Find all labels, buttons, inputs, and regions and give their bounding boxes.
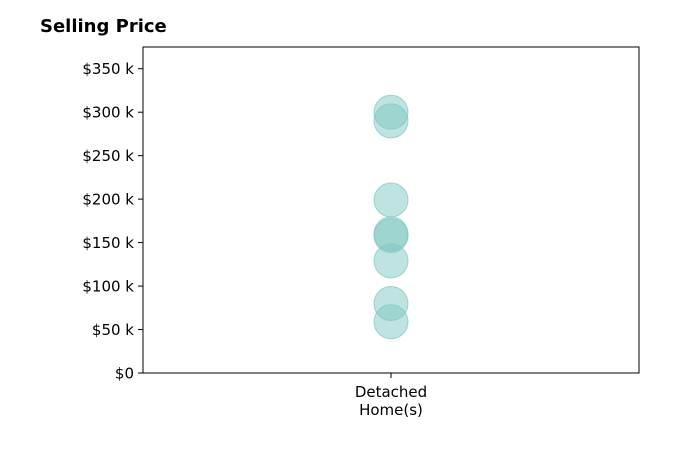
y-tick-label: $200 k <box>82 191 134 209</box>
chart-title: Selling Price <box>40 16 167 37</box>
data-point <box>373 304 409 340</box>
y-tick-label: $150 k <box>82 234 134 252</box>
y-tick-label: $350 k <box>82 60 134 78</box>
y-tick-label: $50 k <box>92 321 134 339</box>
y-tick-label: $250 k <box>82 147 134 165</box>
x-axis: Detached Home(s) <box>355 373 427 419</box>
data-point <box>373 182 409 218</box>
y-tick-label: $300 k <box>82 104 134 122</box>
data-point <box>373 103 409 139</box>
data-points <box>373 94 409 340</box>
y-tick-label: $100 k <box>82 278 134 296</box>
x-category-label: Detached Home(s) <box>355 383 427 419</box>
data-point <box>373 243 409 279</box>
y-tick-label: $0 <box>115 365 134 383</box>
y-axis: $0 $50 k $100 k $150 k $200 k $250 k $300 k $35… <box>82 60 143 383</box>
